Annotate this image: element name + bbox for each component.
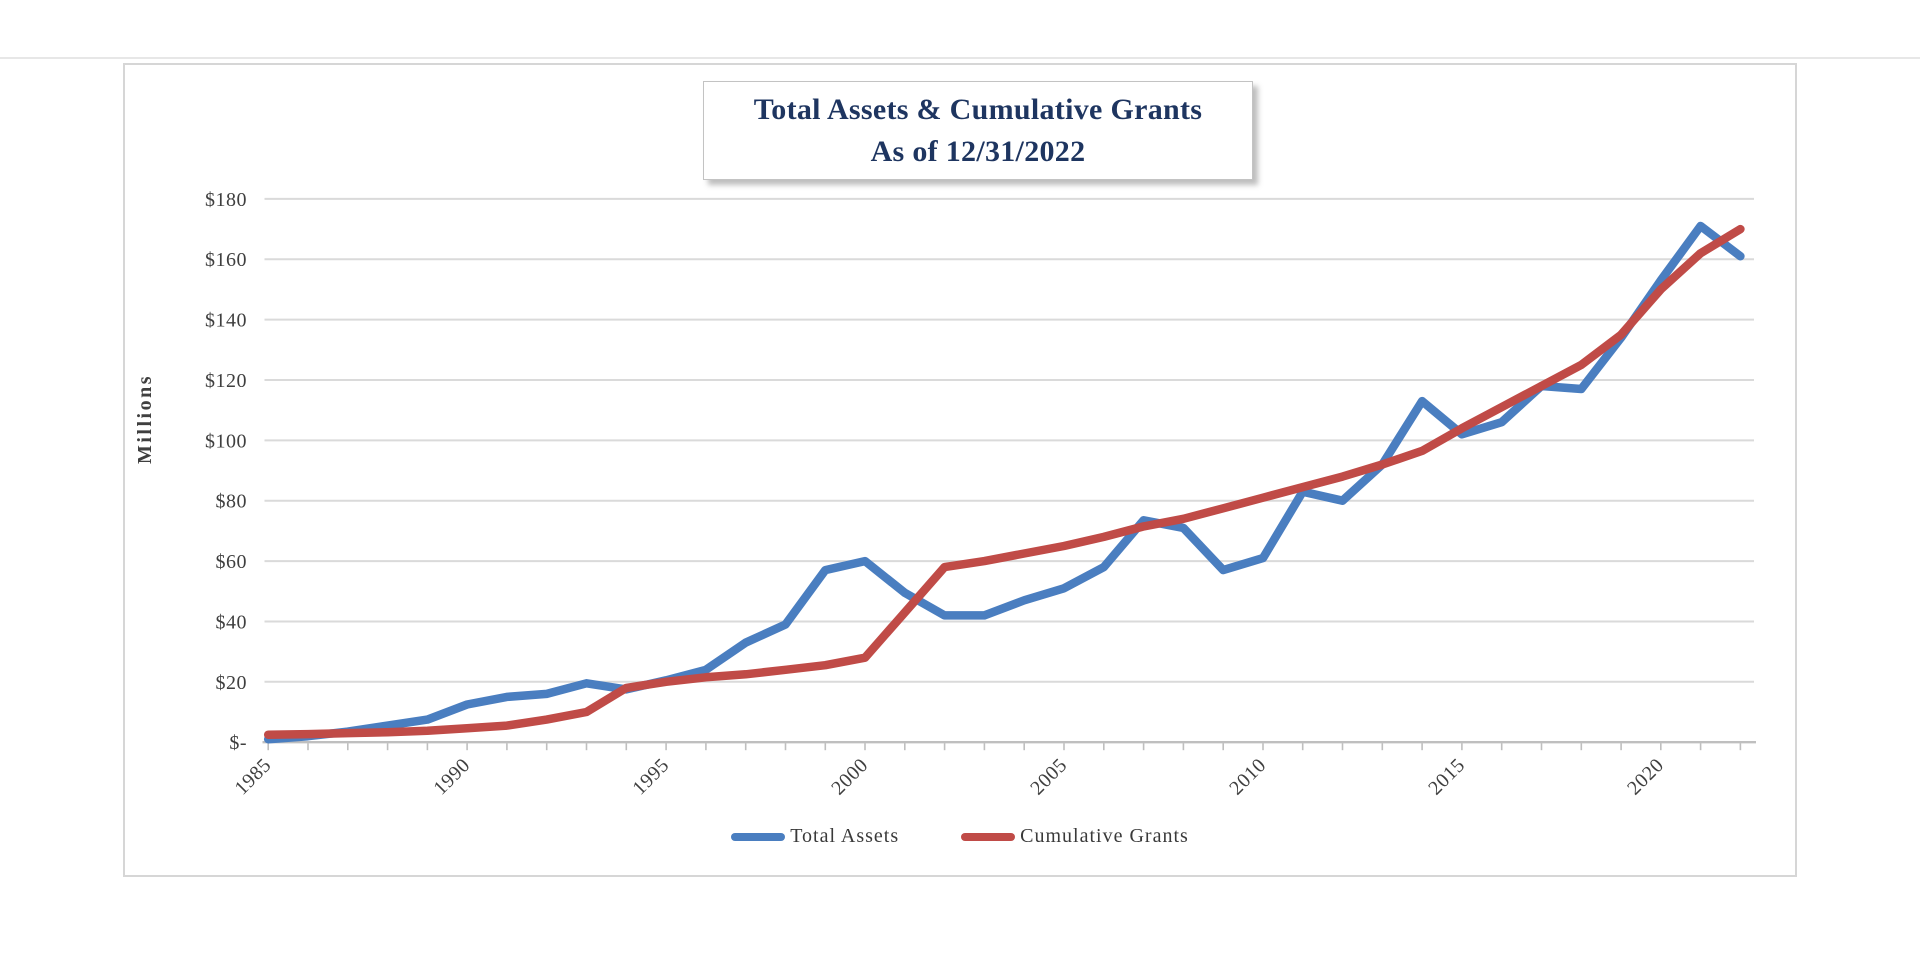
y-tick-label: $40 xyxy=(216,612,248,634)
x-tick-label: 1985 xyxy=(230,754,275,799)
x-tick-label: 1990 xyxy=(429,754,474,799)
legend-swatch-cumulative-grants xyxy=(961,832,1016,841)
legend-label-total-assets: Total Assets xyxy=(790,825,900,847)
y-tick-label: $20 xyxy=(216,672,248,694)
y-tick-label: $80 xyxy=(216,491,248,513)
legend-swatch-total-assets xyxy=(731,832,786,841)
x-tick-label: 2015 xyxy=(1424,754,1469,799)
chart-frame: Total Assets & Cumulative Grants As of 1… xyxy=(123,63,1797,877)
x-tick-label: 2000 xyxy=(827,754,872,799)
y-tick-label: $100 xyxy=(205,430,247,452)
y-tick-label: $140 xyxy=(205,310,247,332)
series-line-total-assets xyxy=(263,221,1745,744)
y-tick-label: $180 xyxy=(205,189,247,211)
legend-item-total-assets: Total Assets xyxy=(731,825,899,848)
legend-item-cumulative-grants: Cumulative Grants xyxy=(961,825,1189,848)
y-tick-label: $60 xyxy=(216,551,248,573)
x-tick-label: 2020 xyxy=(1623,754,1668,799)
series-line-cumulative-grants xyxy=(263,224,1745,739)
x-tick-label: 1995 xyxy=(628,754,673,799)
y-tick-label: $120 xyxy=(205,370,247,392)
y-axis-title: Millions xyxy=(134,374,156,465)
legend: Total Assets Cumulative Grants xyxy=(125,825,1795,848)
x-tick-label: 2005 xyxy=(1026,754,1071,799)
page-top-rule xyxy=(0,57,1920,59)
y-tick-label: $160 xyxy=(205,249,247,271)
chart-subtitle: As of 12/31/2022 xyxy=(870,134,1086,168)
chart-title: Total Assets & Cumulative Grants xyxy=(753,92,1203,126)
chart-title-box: Total Assets & Cumulative Grants As of 1… xyxy=(703,81,1253,180)
legend-label-cumulative-grants: Cumulative Grants xyxy=(1020,825,1189,847)
y-tick-label: $- xyxy=(229,732,247,754)
x-tick-label: 2010 xyxy=(1225,754,1270,799)
